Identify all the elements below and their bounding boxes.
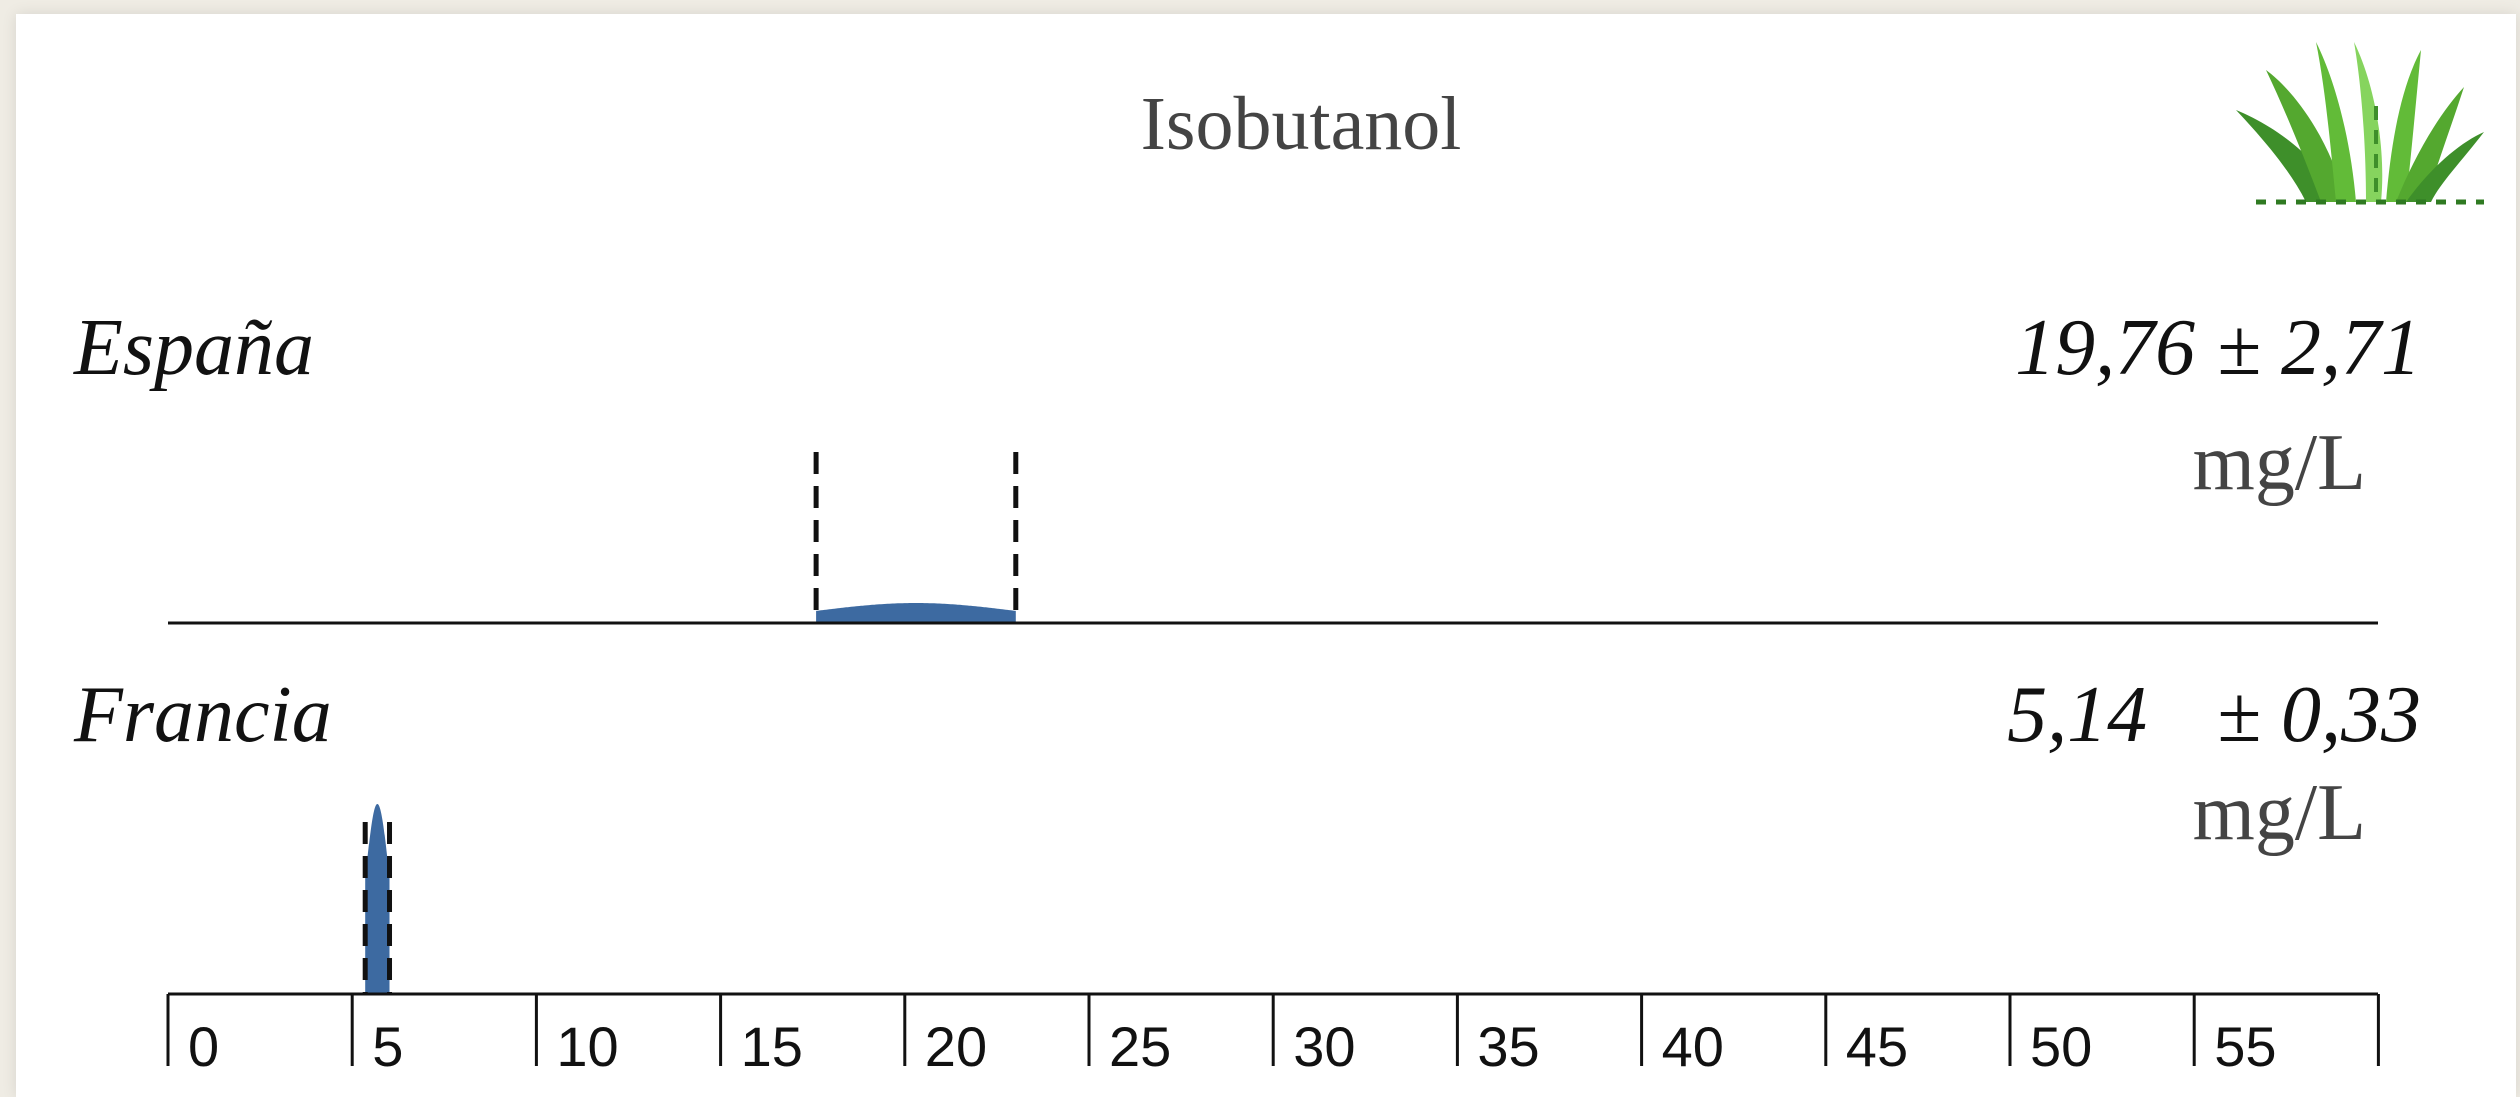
density-area-espaa xyxy=(816,603,1016,623)
grass-icon xyxy=(2236,42,2484,205)
mean-espana: 19,76 xyxy=(2015,304,2195,392)
unit-espana: mg/L xyxy=(2193,419,2366,507)
unit-francia: mg/L xyxy=(2193,769,2366,857)
x-tick-label: 30 xyxy=(1293,1015,1355,1078)
chart-title: Isobutanol xyxy=(1141,82,1462,166)
density-panel-espana xyxy=(168,452,2378,625)
x-axis: 0 5 10 15 20 25 30 35 40 45 50 55 xyxy=(166,992,2380,1078)
x-tick-label: 50 xyxy=(2030,1015,2092,1078)
stat-espana: 19,76 ± 2,71 xyxy=(2015,304,2421,392)
chart-card: Isobutanol España 19,76 ± 2,71 mg/L Franc… xyxy=(16,14,2516,1097)
x-tick-label: 10 xyxy=(556,1015,618,1078)
stat-francia: 5,14 ± 0,33 xyxy=(2007,671,2421,759)
x-tick-label: 20 xyxy=(925,1015,987,1078)
x-tick-label: 55 xyxy=(2214,1015,2276,1078)
x-tick-label: 35 xyxy=(1477,1015,1539,1078)
x-tick-label: 15 xyxy=(741,1015,803,1078)
sd-espana: ± 2,71 xyxy=(2217,304,2421,392)
density-area-francia xyxy=(365,804,390,994)
chart-svg: Isobutanol España 19,76 ± 2,71 mg/L Franc… xyxy=(73,42,2484,1078)
country-label-espana: España xyxy=(73,304,314,392)
x-tick-label: 25 xyxy=(1109,1015,1171,1078)
density-panel-francia xyxy=(362,804,393,994)
mean-francia: 5,14 xyxy=(2007,671,2147,759)
sd-francia: ± 0,33 xyxy=(2217,671,2421,759)
x-tick-label: 45 xyxy=(1846,1015,1908,1078)
x-tick-label: 40 xyxy=(1662,1015,1724,1078)
x-tick-label: 0 xyxy=(188,1015,219,1078)
x-tick-label: 5 xyxy=(372,1015,403,1078)
country-label-francia: Francia xyxy=(73,671,332,759)
